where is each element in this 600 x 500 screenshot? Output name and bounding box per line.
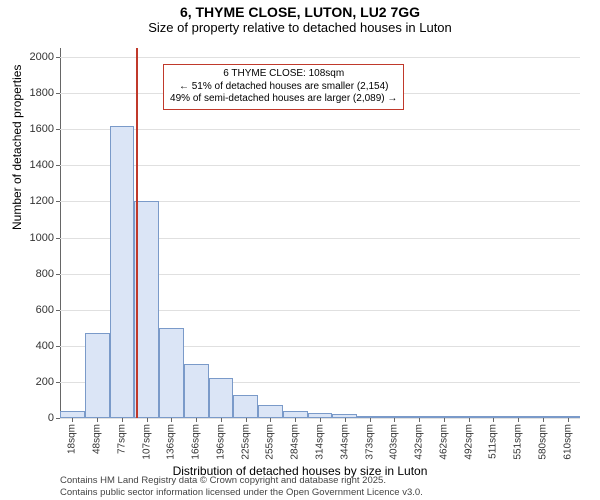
histogram-bar	[283, 411, 308, 418]
ytick-label: 1800	[30, 87, 54, 99]
xtick-mark	[370, 418, 371, 422]
xtick-mark	[246, 418, 247, 422]
xtick-label: 77sqm	[116, 424, 127, 454]
xtick-label: 462sqm	[438, 424, 449, 460]
xtick-label: 225sqm	[240, 424, 251, 460]
gridline-h	[60, 129, 580, 130]
xtick-mark	[72, 418, 73, 422]
ytick-label: 1600	[30, 123, 54, 135]
ytick-mark	[56, 129, 60, 130]
chart-title-block: 6, THYME CLOSE, LUTON, LU2 7GG Size of p…	[0, 4, 600, 35]
chart-title: 6, THYME CLOSE, LUTON, LU2 7GG	[0, 4, 600, 20]
histogram-bar	[159, 328, 184, 418]
xtick-label: 511sqm	[488, 424, 499, 459]
callout-line: 6 THYME CLOSE: 108sqm	[170, 68, 397, 81]
gridline-h	[60, 57, 580, 58]
xtick-mark	[320, 418, 321, 422]
histogram-bar	[134, 201, 159, 418]
histogram-bar	[85, 333, 110, 418]
histogram-bar	[110, 126, 135, 418]
ytick-mark	[56, 165, 60, 166]
histogram-bar	[258, 405, 283, 418]
xtick-label: 314sqm	[315, 424, 326, 460]
xtick-mark	[419, 418, 420, 422]
ytick-label: 1000	[30, 232, 54, 244]
xtick-label: 432sqm	[414, 424, 425, 460]
ytick-mark	[56, 201, 60, 202]
ytick-mark	[56, 274, 60, 275]
xtick-mark	[568, 418, 569, 422]
histogram-bar	[60, 411, 85, 418]
property-callout: 6 THYME CLOSE: 108sqm← 51% of detached h…	[163, 64, 404, 110]
xtick-mark	[394, 418, 395, 422]
ytick-mark	[56, 382, 60, 383]
ytick-label: 2000	[30, 51, 54, 63]
xtick-mark	[122, 418, 123, 422]
footer-line2: Contains public sector information licen…	[60, 487, 423, 498]
xtick-mark	[270, 418, 271, 422]
histogram-bar	[184, 364, 209, 418]
ytick-label: 1200	[30, 195, 54, 207]
ytick-label: 600	[36, 304, 54, 316]
xtick-mark	[295, 418, 296, 422]
xtick-label: 373sqm	[364, 424, 375, 460]
xtick-mark	[171, 418, 172, 422]
xtick-label: 551sqm	[513, 424, 524, 460]
y-axis-line	[60, 48, 61, 418]
chart-subtitle: Size of property relative to detached ho…	[0, 20, 600, 35]
xtick-label: 196sqm	[215, 424, 226, 460]
xtick-mark	[493, 418, 494, 422]
histogram-bar	[209, 378, 234, 418]
ytick-mark	[56, 57, 60, 58]
xtick-mark	[543, 418, 544, 422]
xtick-label: 18sqm	[67, 424, 78, 454]
xtick-mark	[147, 418, 148, 422]
ytick-label: 1400	[30, 159, 54, 171]
xtick-label: 344sqm	[339, 424, 350, 460]
xtick-label: 492sqm	[463, 424, 474, 460]
chart-footer: Contains HM Land Registry data © Crown c…	[60, 475, 423, 498]
callout-line: ← 51% of detached houses are smaller (2,…	[170, 81, 397, 94]
footer-line1: Contains HM Land Registry data © Crown c…	[60, 475, 423, 486]
xtick-mark	[469, 418, 470, 422]
histogram-bar	[233, 395, 258, 418]
xtick-label: 107sqm	[141, 424, 152, 460]
ytick-label: 400	[36, 340, 54, 352]
y-axis-label: Number of detached properties	[10, 65, 24, 230]
xtick-mark	[345, 418, 346, 422]
ytick-mark	[56, 346, 60, 347]
xtick-mark	[518, 418, 519, 422]
xtick-label: 284sqm	[290, 424, 301, 460]
ytick-mark	[56, 418, 60, 419]
xtick-label: 166sqm	[191, 424, 202, 460]
ytick-label: 800	[36, 268, 54, 280]
xtick-mark	[97, 418, 98, 422]
callout-line: 49% of semi-detached houses are larger (…	[170, 93, 397, 106]
xtick-label: 580sqm	[537, 424, 548, 460]
xtick-mark	[196, 418, 197, 422]
ytick-label: 0	[48, 412, 54, 424]
xtick-label: 403sqm	[389, 424, 400, 460]
xtick-label: 48sqm	[92, 424, 103, 454]
xtick-mark	[221, 418, 222, 422]
ytick-label: 200	[36, 376, 54, 388]
chart-plot-area: 020040060080010001200140016001800200018s…	[60, 48, 580, 418]
ytick-mark	[56, 238, 60, 239]
ytick-mark	[56, 93, 60, 94]
gridline-h	[60, 165, 580, 166]
xtick-label: 136sqm	[166, 424, 177, 460]
xtick-label: 255sqm	[265, 424, 276, 460]
xtick-label: 610sqm	[562, 424, 573, 460]
xtick-mark	[444, 418, 445, 422]
property-marker-line	[136, 48, 138, 418]
ytick-mark	[56, 310, 60, 311]
